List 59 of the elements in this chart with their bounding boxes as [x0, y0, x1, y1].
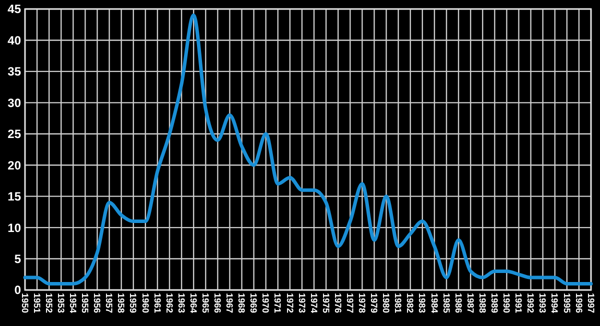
x-tick-label: 1978 — [357, 293, 368, 314]
x-tick-label: 1959 — [128, 293, 138, 314]
x-tick-label: 1964 — [188, 293, 198, 314]
x-tick-label: 1992 — [526, 293, 536, 314]
y-tick-label: 0 — [14, 283, 22, 298]
x-tick-label: 1950 — [20, 293, 30, 314]
y-tick-label: 45 — [8, 2, 22, 16]
x-tick-label: 1986 — [453, 293, 464, 314]
x-tick-label: 1990 — [502, 293, 512, 314]
x-tick-label: 1958 — [116, 293, 126, 314]
y-tick-label: 10 — [8, 220, 22, 235]
x-tick-label: 1971 — [272, 293, 283, 314]
x-tick-label: 1982 — [405, 293, 416, 314]
x-tick-label: 1988 — [477, 293, 488, 314]
x-tick-label: 1981 — [393, 293, 404, 314]
x-tick-label: 1976 — [332, 293, 343, 314]
x-tick-label: 1996 — [574, 293, 584, 314]
x-tick-label: 1966 — [212, 293, 223, 314]
x-tick-label: 1977 — [345, 293, 355, 314]
x-tick-label: 1984 — [429, 293, 440, 314]
x-tick-label: 1980 — [381, 293, 392, 314]
x-tick-label: 1987 — [465, 293, 476, 314]
x-tick-label: 1972 — [284, 293, 295, 314]
x-tick-label: 1973 — [296, 293, 307, 314]
x-tick-label: 1995 — [562, 293, 572, 314]
y-tick-label: 30 — [8, 96, 22, 110]
x-tick-label: 1952 — [44, 293, 54, 314]
x-tick-label: 1997 — [586, 293, 596, 314]
x-tick-label: 1965 — [200, 293, 210, 314]
x-tick-label: 1954 — [68, 293, 78, 314]
x-tick-label: 1961 — [152, 293, 162, 314]
y-tick-label: 35 — [8, 64, 22, 79]
x-tick-label: 1956 — [92, 293, 102, 314]
line-series — [23, 13, 593, 286]
x-tick-label: 1969 — [248, 293, 259, 314]
x-tick-label: 1967 — [224, 293, 235, 314]
y-tick-label: 25 — [8, 127, 22, 142]
x-tick-label: 1960 — [140, 293, 150, 314]
x-tick-label: 1975 — [320, 293, 331, 314]
x-tick-label: 1968 — [236, 293, 247, 314]
x-tick-label: 1979 — [369, 293, 380, 314]
x-tick-label: 1989 — [490, 293, 500, 314]
y-tick-label: 5 — [14, 252, 22, 266]
x-tick-label: 1991 — [514, 293, 524, 314]
x-tick-label: 1983 — [417, 293, 428, 314]
x-tick-label: 1994 — [550, 293, 560, 314]
x-tick-label: 1974 — [308, 293, 319, 314]
x-tick-label: 1985 — [441, 293, 452, 314]
y-tick-label: 15 — [8, 190, 22, 204]
x-tick-label: 1963 — [176, 293, 186, 314]
x-tick-label: 1951 — [32, 293, 42, 314]
x-tick-label: 1957 — [104, 293, 114, 314]
x-tick-label: 1962 — [164, 293, 174, 314]
y-tick-label: 20 — [8, 158, 22, 172]
x-tick-label: 1993 — [538, 293, 548, 314]
x-tick-label: 1955 — [80, 293, 90, 314]
y-tick-label: 40 — [8, 33, 22, 48]
x-tick-label: 1953 — [56, 293, 66, 314]
x-tick-label: 1970 — [260, 293, 271, 314]
